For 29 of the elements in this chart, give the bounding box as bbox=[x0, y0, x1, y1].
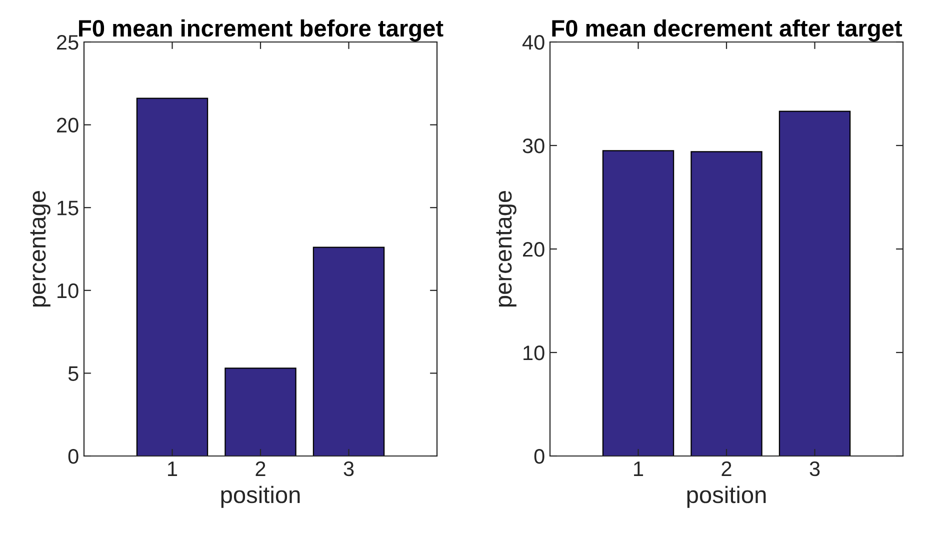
bar bbox=[312, 246, 385, 456]
y-tick-label: 10 bbox=[524, 346, 544, 360]
bar bbox=[778, 110, 851, 456]
bar bbox=[224, 368, 296, 456]
x-tick-label: 3 bbox=[344, 461, 354, 476]
bar bbox=[690, 151, 762, 456]
y-tick-label: 15 bbox=[58, 200, 78, 216]
x-axis-title: position bbox=[687, 486, 766, 508]
y-tick-label: 0 bbox=[68, 449, 78, 464]
y-tick-label: 5 bbox=[68, 366, 78, 381]
x-tick-label: 2 bbox=[722, 461, 732, 476]
y-tick-label: 30 bbox=[522, 138, 544, 154]
bar bbox=[136, 98, 208, 456]
x-tick-label: 3 bbox=[810, 461, 820, 476]
x-tick-label: 1 bbox=[168, 462, 178, 476]
x-tick-label: 1 bbox=[634, 462, 644, 476]
y-tick-label: 20 bbox=[57, 118, 78, 133]
x-tick-label: 2 bbox=[256, 461, 266, 476]
y-tick-label: 10 bbox=[58, 283, 78, 298]
y-axis-title: percentage bbox=[496, 190, 516, 307]
y-axis-title: percentage bbox=[30, 190, 50, 307]
chart-title: F0 mean increment before target bbox=[79, 19, 444, 42]
chart-title: F0 mean decrement after target bbox=[552, 19, 902, 42]
y-tick-label: 20 bbox=[523, 242, 544, 257]
y-tick-label: 25 bbox=[57, 35, 78, 50]
x-axis-title: position bbox=[221, 486, 300, 508]
y-tick-label: 40 bbox=[522, 35, 544, 50]
bar bbox=[602, 150, 674, 456]
y-tick-label: 0 bbox=[534, 449, 544, 464]
